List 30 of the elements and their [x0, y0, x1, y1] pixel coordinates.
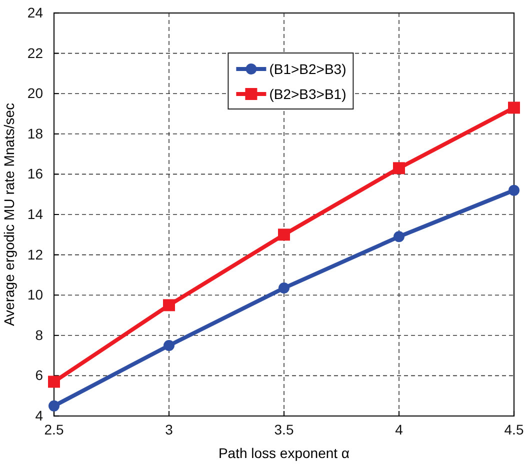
- y-tick-label: 12: [27, 246, 44, 262]
- point: [508, 102, 520, 114]
- x-tick-label: 4.5: [504, 421, 524, 438]
- y-tick-label: 22: [27, 44, 44, 61]
- point: [278, 282, 290, 294]
- point: [48, 400, 60, 412]
- y-tick-label: 16: [27, 166, 44, 182]
- y-tick-label: 4: [35, 407, 44, 424]
- y-tick-label: 14: [27, 206, 44, 222]
- point: [393, 162, 405, 174]
- point: [48, 376, 60, 388]
- y-axis-title: Average ergodic MU rate Mnats/sec: [1, 102, 17, 326]
- x-tick-label: 3.5: [274, 421, 294, 438]
- legend-label: (B1>B2>B3): [269, 61, 346, 77]
- point: [508, 184, 520, 196]
- y-tick-label: 18: [27, 125, 44, 142]
- legend-label: (B2>B3>B1): [269, 86, 346, 102]
- x-tick-label: 2.5: [44, 421, 64, 438]
- x-tick-label: 3: [165, 421, 174, 438]
- y-tick-label: 10: [27, 286, 44, 303]
- y-tick-label: 24: [27, 4, 44, 20]
- point: [394, 231, 404, 242]
- y-tick-label: 8: [35, 326, 44, 343]
- point: [164, 340, 174, 351]
- y-tick-label: 20: [27, 85, 44, 102]
- y-tick-label: 6: [35, 367, 44, 384]
- x-axis-title: Path loss exponent α: [218, 445, 350, 461]
- x-tick-label: 4: [395, 421, 404, 438]
- point: [278, 228, 290, 241]
- point: [163, 299, 175, 312]
